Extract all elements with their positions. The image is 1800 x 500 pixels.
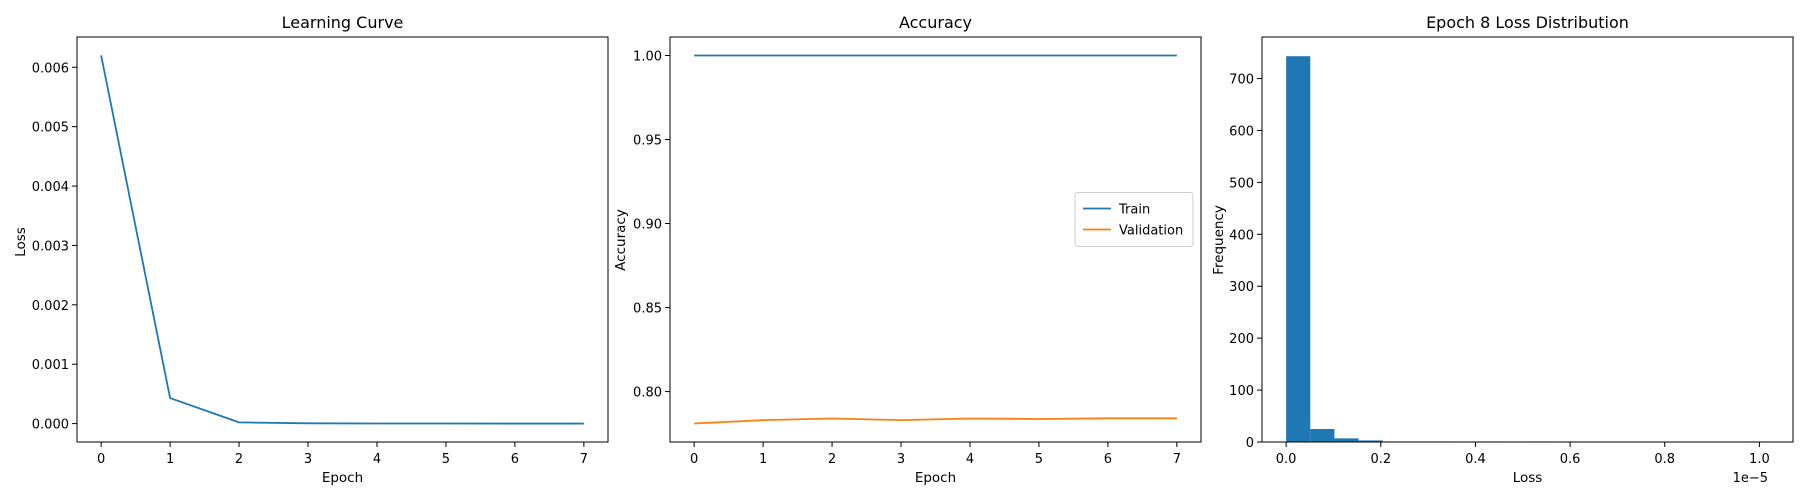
y-tick-label: 300 [1229, 280, 1254, 295]
chart-title: Accuracy [899, 13, 972, 32]
x-tick-label: 0.2 [1370, 452, 1391, 467]
series-line-0 [100, 55, 584, 425]
chart-title: Epoch 8 Loss Distribution [1426, 13, 1629, 32]
x-axis-label: Loss [1513, 470, 1543, 486]
x-tick-label: 0.6 [1560, 452, 1581, 467]
y-axis-label: Frequency [1211, 205, 1227, 275]
chart-title: Learning Curve [282, 13, 404, 32]
histogram-bar [1286, 56, 1311, 443]
x-tick-label: 0 [690, 452, 698, 467]
y-axis-label: Accuracy [613, 209, 629, 271]
x-axis-label: Epoch [915, 470, 956, 486]
y-tick-label: 200 [1229, 332, 1254, 347]
legend-label: Train [1118, 203, 1150, 218]
y-axis-label: Loss [13, 227, 29, 257]
y-tick-label: 400 [1229, 228, 1254, 243]
histogram-bar [1310, 429, 1335, 442]
legend: Train Validation [1074, 192, 1194, 247]
x-tick-label: 0.4 [1465, 452, 1486, 467]
axes-frame [1261, 36, 1794, 443]
y-tick-label: 0.006 [32, 61, 69, 76]
y-tick-label: 0 [1246, 436, 1254, 451]
x-tick-label: 2 [828, 452, 836, 467]
legend-label: Validation [1119, 224, 1183, 239]
x-tick-label: 2 [235, 452, 243, 467]
x-tick-label: 7 [1173, 452, 1181, 467]
y-tick-label: 700 [1229, 73, 1254, 88]
y-tick-label: 0.90 [633, 218, 662, 233]
x-tick-label: 6 [1104, 452, 1112, 467]
y-tick-label: 0.95 [633, 134, 662, 149]
loss-distribution-panel: Epoch 8 Loss Distribution Loss Frequency… [1211, 13, 1794, 486]
x-tick-label: 0.0 [1276, 452, 1297, 467]
y-tick-label: 0.003 [32, 239, 69, 254]
axes-frame [669, 36, 1202, 443]
x-tick-label: 7 [580, 452, 588, 467]
y-tick-label: 0.002 [32, 299, 69, 314]
x-tick-label: 0.8 [1654, 452, 1675, 467]
y-tick-label: 0.004 [32, 180, 69, 195]
axes-frame [76, 36, 609, 443]
y-tick-label: 1.00 [633, 49, 662, 64]
x-tick-label: 6 [511, 452, 519, 467]
y-tick-label: 500 [1229, 176, 1254, 191]
x-tick-label: 4 [373, 452, 381, 467]
y-tick-label: 0.005 [32, 121, 69, 136]
series-line-validation [694, 417, 1177, 425]
y-tick-label: 100 [1229, 384, 1254, 399]
x-axis-label: Epoch [322, 470, 363, 486]
accuracy-panel: Accuracy Epoch Accuracy 0 1 2 3 4 5 6 7 0.80 0.85… [613, 13, 1202, 486]
y-tick-label: 0.85 [633, 302, 662, 317]
x-tick-label: 0 [97, 452, 105, 467]
y-tick-label: 0.80 [633, 386, 662, 401]
x-offset-text: 1e−5 [1733, 471, 1768, 486]
y-tick-label: 600 [1229, 124, 1254, 139]
legend-box [1074, 192, 1194, 247]
y-tick-label: 0.000 [32, 418, 69, 433]
x-tick-label: 3 [897, 452, 905, 467]
learning-curve-panel: Learning Curve Epoch Loss 0 1 2 3 4 5 6 7 0.000 0… [13, 13, 609, 486]
x-tick-label: 4 [966, 452, 974, 467]
x-tick-label: 3 [304, 452, 312, 467]
x-tick-label: 1 [166, 452, 174, 467]
x-tick-label: 5 [442, 452, 450, 467]
x-tick-label: 1.0 [1749, 452, 1770, 467]
histogram-bar [1334, 438, 1359, 442]
x-tick-label: 1 [759, 452, 767, 467]
y-tick-label: 0.001 [32, 358, 69, 373]
histogram-bar [1358, 440, 1383, 442]
x-tick-label: 5 [1035, 452, 1043, 467]
